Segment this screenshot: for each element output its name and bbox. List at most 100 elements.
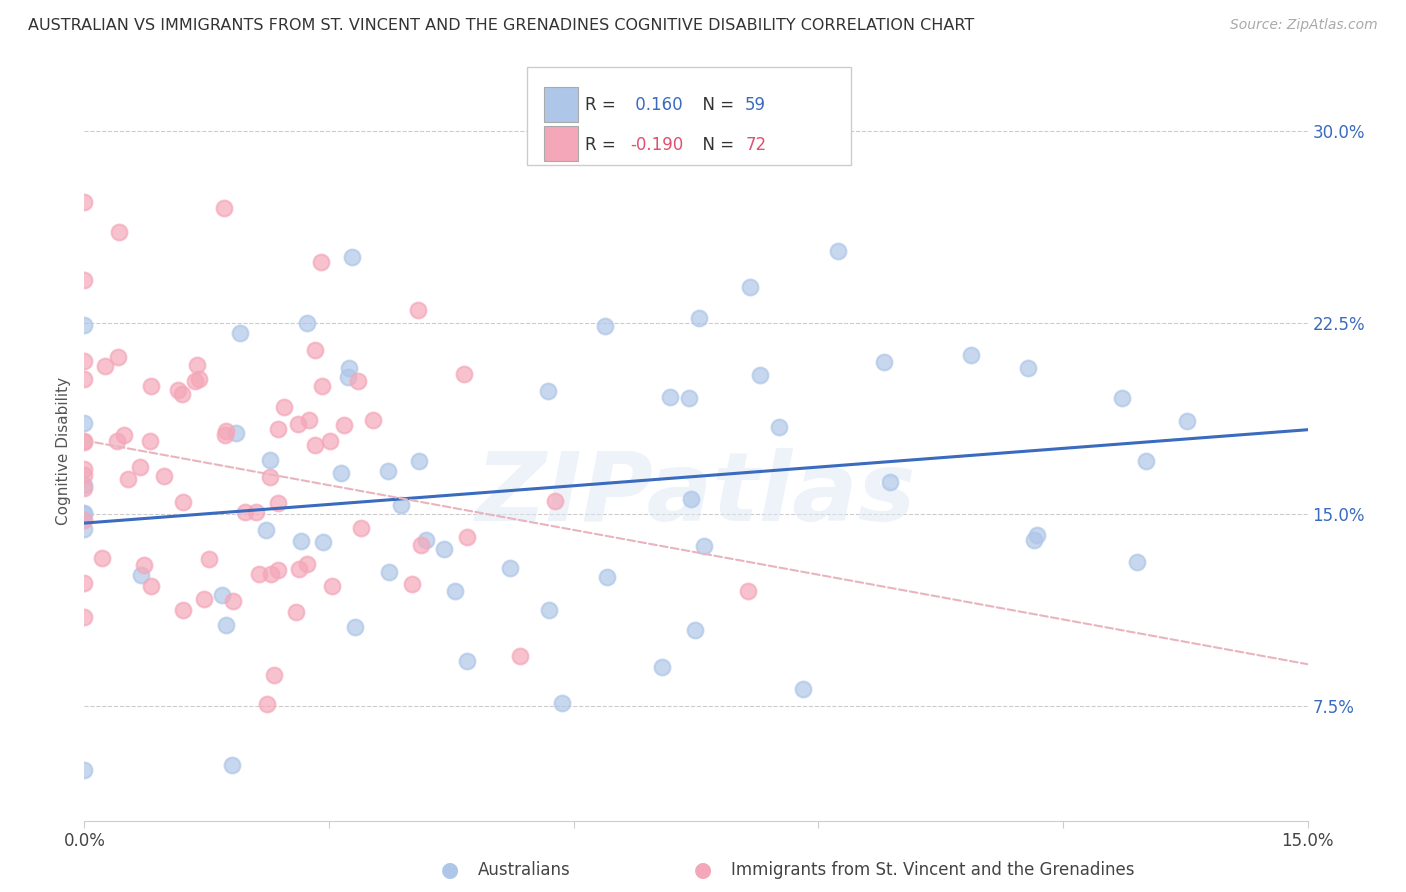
Point (333, 418, 356, 433)
Point (107, 350, 129, 364)
Point (344, 620, 367, 634)
Point (73, 481, 96, 495)
Point (401, 577, 423, 591)
Text: 0.160: 0.160 (630, 96, 682, 114)
Point (312, 535, 335, 549)
Point (73, 372, 96, 386)
Point (73, 318, 96, 332)
Point (129, 567, 152, 582)
Point (336, 370, 359, 384)
Text: Source: ZipAtlas.com: Source: ZipAtlas.com (1230, 18, 1378, 32)
Point (117, 472, 139, 486)
Point (73, 434, 96, 448)
Point (245, 505, 267, 519)
Point (453, 367, 475, 381)
Point (222, 594, 245, 608)
Point (544, 494, 567, 508)
Point (267, 422, 290, 436)
Point (1017, 360, 1039, 375)
Point (256, 697, 278, 711)
Point (214, 202, 236, 216)
Text: AUSTRALIAN VS IMMIGRANTS FROM ST. VINCENT AND THE GRENADINES COGNITIVE DISABILIT: AUSTRALIAN VS IMMIGRANTS FROM ST. VINCEN… (28, 18, 974, 33)
Text: 59: 59 (745, 96, 766, 114)
Point (215, 425, 238, 439)
Point (139, 434, 162, 448)
Point (198, 551, 221, 566)
Point (346, 374, 368, 388)
Point (415, 533, 437, 547)
Point (263, 668, 285, 682)
Point (73, 477, 96, 491)
Point (235, 505, 257, 519)
Text: 72: 72 (745, 136, 766, 153)
Point (214, 428, 236, 442)
Point (186, 358, 208, 372)
Point (408, 453, 430, 467)
Point (266, 496, 288, 510)
Point (73, 522, 96, 536)
Point (254, 523, 277, 537)
Point (73, 507, 96, 521)
Point (304, 438, 326, 452)
Point (284, 605, 307, 619)
Point (311, 379, 333, 393)
Point (90, 550, 112, 565)
Text: Immigrants from St. Vincent and the Grenadines: Immigrants from St. Vincent and the Gren… (731, 861, 1135, 879)
Point (688, 310, 710, 325)
Point (73, 610, 96, 624)
Point (340, 250, 363, 264)
Point (1026, 527, 1049, 541)
Point (596, 570, 619, 584)
Point (295, 557, 318, 571)
Point (172, 603, 194, 617)
Point (73, 513, 96, 527)
Point (309, 255, 332, 269)
Point (211, 588, 233, 602)
Point (290, 534, 312, 549)
Point (350, 521, 373, 535)
Point (172, 495, 194, 509)
Point (73, 416, 96, 430)
Point (73, 273, 96, 287)
Point (287, 417, 309, 431)
Point (260, 567, 283, 582)
Point (73, 353, 96, 368)
Point (749, 368, 772, 382)
Text: R =: R = (585, 96, 621, 114)
Point (105, 434, 128, 448)
Point (112, 427, 135, 442)
Point (1111, 391, 1133, 405)
Point (134, 558, 156, 572)
Point (456, 654, 478, 668)
Point (551, 696, 574, 710)
Point (685, 623, 707, 637)
Point (1175, 414, 1198, 428)
Y-axis label: Cognitive Disability: Cognitive Disability (56, 376, 72, 524)
Point (259, 469, 281, 483)
Point (319, 434, 342, 449)
Point (249, 567, 271, 582)
Point (433, 541, 456, 556)
Point (152, 468, 174, 483)
Text: ●: ● (441, 860, 458, 880)
Point (738, 279, 761, 293)
Point (187, 372, 209, 386)
Point (166, 383, 188, 397)
Point (537, 384, 560, 398)
Point (225, 425, 247, 440)
Point (408, 303, 430, 318)
Point (228, 326, 250, 341)
Point (259, 452, 281, 467)
Point (768, 420, 790, 434)
Point (73, 576, 96, 591)
Point (1024, 533, 1046, 548)
Point (651, 660, 673, 674)
Text: ZIPatlas: ZIPatlas (475, 449, 917, 541)
Point (1126, 555, 1149, 569)
Point (378, 565, 401, 579)
Point (73, 763, 96, 777)
Point (73, 467, 96, 482)
Text: N =: N = (692, 96, 740, 114)
Point (792, 682, 814, 697)
Point (444, 584, 467, 599)
